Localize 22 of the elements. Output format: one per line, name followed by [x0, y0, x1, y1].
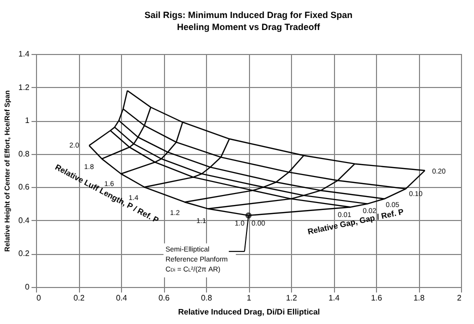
y-tick-label: 0.4 [18, 216, 30, 225]
x-axis-title: Relative Induced Drag, Di/Di Elliptical [178, 308, 320, 316]
y-tick-label: 0 [25, 282, 30, 292]
chart-subtitle: Heeling Moment vs Drag Tradeoff [176, 22, 322, 32]
y-tick-label: 0.6 [18, 182, 30, 192]
x-tick-label: 1.4 [328, 294, 340, 302]
x-tick-label: 1.2 [286, 294, 298, 302]
y-tick-label: 0.2 [18, 249, 30, 258]
chart-title: Sail Rigs: Minimum Induced Drag for Fixed Span [144, 10, 353, 20]
y-tick-label: 1 [25, 116, 30, 126]
x-tick-label: 0.8 [200, 294, 213, 302]
x-tick-label: 0.2 [73, 294, 86, 302]
y-tick-label: 0.8 [18, 149, 30, 158]
x-tick-label: 0.6 [158, 294, 170, 302]
x-tick-label: 0 [36, 294, 42, 302]
y-tick-label: 1.2 [18, 82, 30, 92]
y-tick-label: 1.4 [18, 50, 30, 58]
x-tick-label: 1.6 [370, 294, 383, 302]
x-tick-label: 1.8 [413, 294, 426, 302]
x-tick-label: 1 [246, 294, 252, 302]
x-tick-label: 2 [457, 294, 462, 302]
x-tick-label: 0.4 [116, 294, 128, 302]
